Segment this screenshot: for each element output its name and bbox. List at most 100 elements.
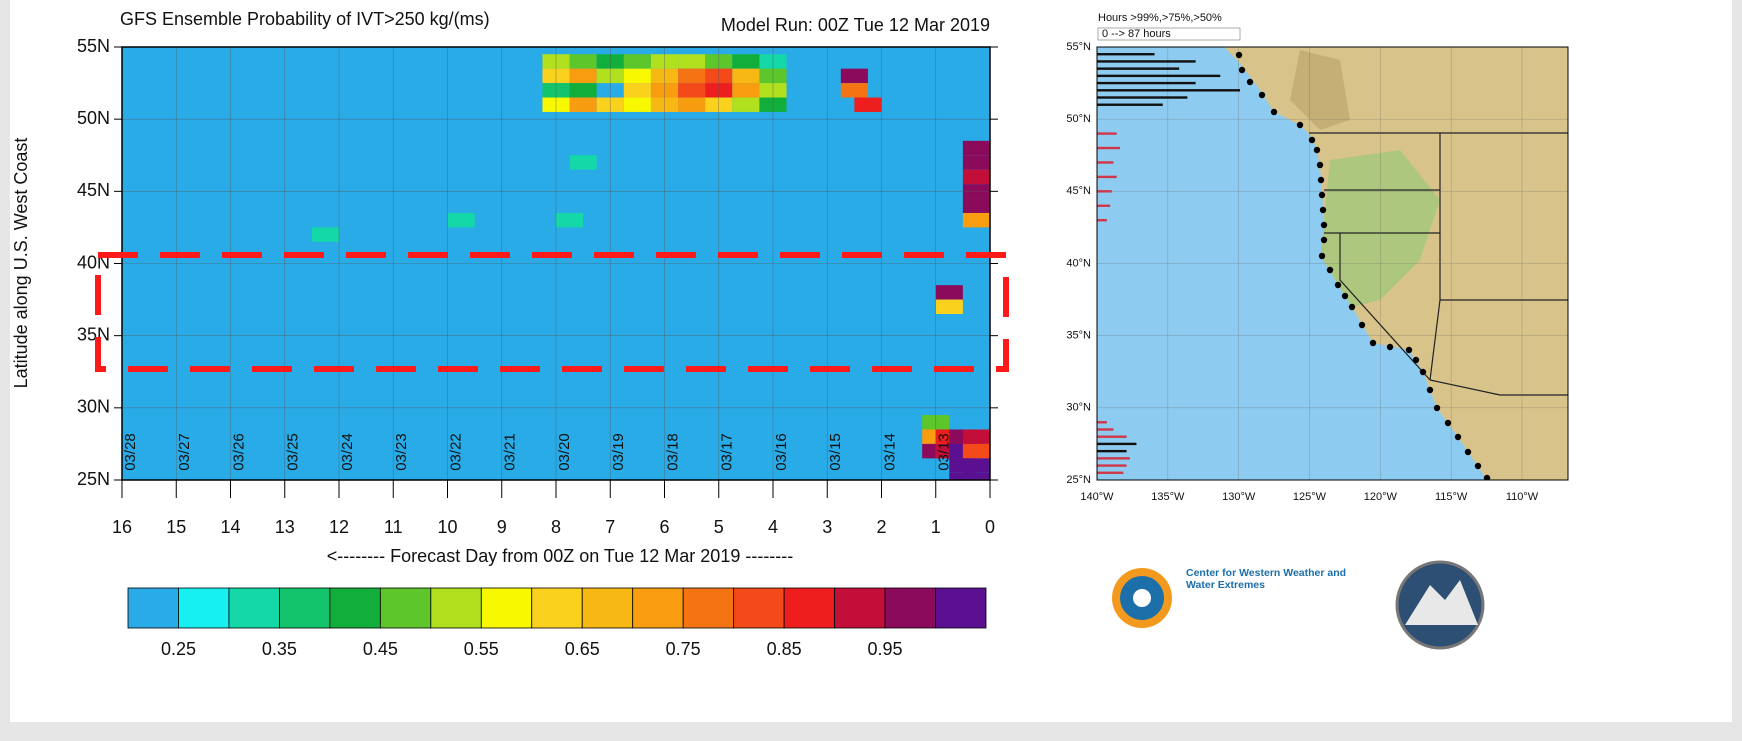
heat-cell [732, 98, 759, 112]
colorbar-tick-label: 0.55 [464, 639, 499, 659]
colorbar-tick-label: 0.75 [666, 639, 701, 659]
x-tick-label: 10 [437, 517, 457, 537]
map-lon-label: 130°W [1222, 491, 1256, 503]
y-axis-label: Latitude along U.S. West Coast [11, 138, 31, 389]
heat-cell [624, 98, 651, 112]
coast-dot [1309, 137, 1315, 143]
coast-dot [1359, 322, 1365, 328]
colorbar-box [380, 588, 430, 628]
map-lat-label: 40°N [1066, 257, 1091, 269]
logo-drop [1133, 589, 1151, 607]
heat-cell [963, 429, 990, 443]
date-label: 03/15 [827, 433, 844, 471]
x-axis-label: <-------- Forecast Day from 00Z on Tue 1… [327, 546, 794, 566]
hours-bar [1097, 457, 1130, 459]
coast-dot [1297, 122, 1303, 128]
map-lat-label: 55°N [1066, 41, 1091, 53]
colorbar-tick-label: 0.45 [363, 639, 398, 659]
colorbar-box [936, 588, 986, 628]
x-tick-label: 2 [876, 517, 886, 537]
hours-bar [1097, 60, 1196, 62]
heat-cell [624, 54, 651, 68]
hours-bar [1097, 75, 1220, 77]
heatmap-area [122, 47, 990, 487]
coast-dot [1327, 267, 1333, 273]
chart-subtitle: Model Run: 00Z Tue 12 Mar 2019 [721, 15, 990, 35]
y-tick-label: 30N [77, 397, 110, 417]
date-label: 03/21 [502, 433, 519, 471]
heat-cell [963, 199, 990, 213]
coast-dot [1247, 79, 1253, 85]
coast-dot [1406, 347, 1412, 353]
heat-cell [678, 83, 705, 97]
heat-cell [448, 213, 475, 227]
colorbar-box [885, 588, 935, 628]
date-label: 03/24 [339, 433, 356, 471]
hours-bar [1097, 190, 1112, 192]
coast-dot [1427, 387, 1433, 393]
colorbar-box [330, 588, 380, 628]
map-legend-range: 0 --> 87 hours [1102, 28, 1171, 40]
coast-dot [1420, 369, 1426, 375]
colorbar-tick-label: 0.95 [868, 639, 903, 659]
date-label: 03/17 [719, 433, 736, 471]
coast-dot [1413, 357, 1419, 363]
map [1097, 47, 1568, 481]
coast-dot [1320, 207, 1326, 213]
colorbar-tick-label: 0.65 [565, 639, 600, 659]
hours-bar [1097, 436, 1127, 438]
chart-title: GFS Ensemble Probability of IVT>250 kg/(… [120, 9, 490, 29]
y-tick-label: 25N [77, 469, 110, 489]
map-lon-label: 140°W [1080, 491, 1114, 503]
colorbar-tick-label: 0.35 [262, 639, 297, 659]
date-label: 03/14 [881, 433, 898, 471]
y-tick-label: 50N [77, 108, 110, 128]
colorbar-box [279, 588, 329, 628]
coast-dot [1319, 253, 1325, 259]
map-lon-label: 125°W [1293, 491, 1327, 503]
heat-cell [312, 227, 339, 241]
coast-dot [1465, 449, 1471, 455]
heat-cell [570, 69, 597, 83]
date-label: 03/25 [285, 433, 302, 471]
map-lat-label: 45°N [1066, 185, 1091, 197]
date-label: 03/19 [610, 433, 627, 471]
coast-dot [1434, 405, 1440, 411]
heat-cell [963, 170, 990, 184]
date-label: 03/22 [447, 433, 464, 471]
coast-dot [1335, 282, 1341, 288]
colorbar-box [128, 588, 178, 628]
colorbar-box [835, 588, 885, 628]
hours-bar [1097, 176, 1117, 178]
colorbar-box [633, 588, 683, 628]
hours-bar [1097, 421, 1107, 423]
x-tick-label: 0 [985, 517, 995, 537]
x-tick-label: 6 [659, 517, 669, 537]
coast-dot [1318, 177, 1324, 183]
hours-bar [1097, 82, 1196, 84]
heat-cell [678, 98, 705, 112]
hours-bar [1097, 428, 1113, 430]
heat-cell [570, 83, 597, 97]
heat-cell [556, 213, 583, 227]
colorbar-box [481, 588, 531, 628]
coast-dot [1387, 344, 1393, 350]
colorbar-box [532, 588, 582, 628]
heat-cell [570, 54, 597, 68]
colorbar-box [431, 588, 481, 628]
x-tick-label: 12 [329, 517, 349, 537]
hours-bar [1097, 96, 1187, 98]
x-tick-label: 7 [605, 517, 615, 537]
heat-cell [963, 213, 990, 227]
coast-dot [1259, 92, 1265, 98]
colorbar-box [683, 588, 733, 628]
date-label: 03/18 [664, 433, 681, 471]
coast-dot [1370, 340, 1376, 346]
x-tick-label: 4 [768, 517, 778, 537]
colorbar-box [178, 588, 228, 628]
map-lat-label: 35°N [1066, 330, 1091, 342]
hours-bar [1097, 53, 1155, 55]
x-tick-label: 14 [220, 517, 240, 537]
date-label: 03/20 [556, 433, 573, 471]
map-lon-label: 110°W [1506, 491, 1539, 503]
